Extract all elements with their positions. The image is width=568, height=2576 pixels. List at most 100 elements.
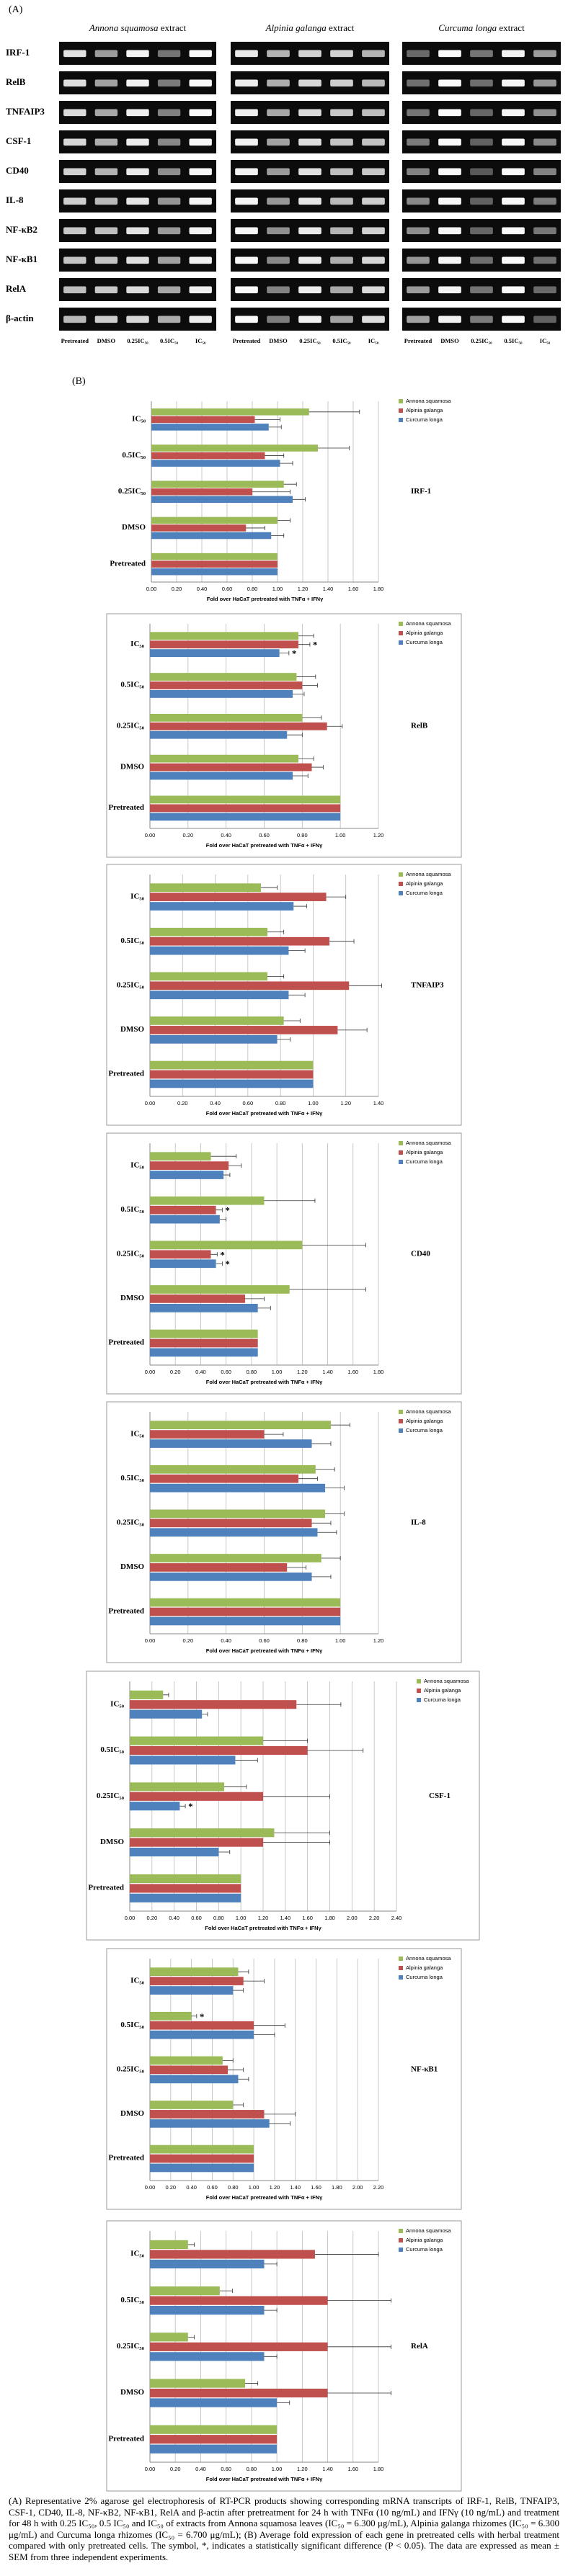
legend-label: Alpinia galanga [424, 1687, 461, 1694]
error-bar [210, 1252, 218, 1257]
category-label: Pretreated [108, 1070, 144, 1078]
error-bar [287, 1565, 307, 1570]
error-bar [283, 482, 297, 487]
lane-label: IC₅₀ [540, 337, 551, 344]
x-tick-label: 1.00 [236, 1915, 247, 1921]
bar [150, 730, 288, 739]
gel-band [157, 79, 181, 87]
gel-band [63, 138, 86, 146]
category-label: DMSO [120, 2109, 144, 2118]
gel-band [407, 286, 430, 294]
gel-band [126, 50, 149, 58]
error-bar [245, 1296, 265, 1301]
x-tick-label: 1.80 [373, 586, 384, 592]
gel-band [157, 138, 181, 146]
category-label: IC₅₀ [110, 1699, 125, 1708]
gel-band [502, 50, 525, 58]
bar [150, 2240, 188, 2250]
gel-band [362, 316, 385, 323]
gel-band [157, 256, 181, 264]
bar [150, 1016, 284, 1025]
error-bar [329, 939, 355, 944]
x-tick-label: 0.80 [228, 2184, 239, 2191]
error-bar [216, 1207, 223, 1212]
bar [150, 990, 289, 1000]
error-bar [257, 1305, 271, 1310]
bar [150, 1430, 265, 1439]
chart-frame [106, 613, 462, 858]
gel-band [189, 227, 212, 235]
gel-band [470, 197, 493, 205]
error-bar [267, 929, 285, 934]
lane-label: 0.25IC₅₀ [299, 337, 321, 344]
category-label: 0.25IC₅₀ [117, 2342, 145, 2351]
gene-title: RelB [411, 722, 428, 730]
category-label: Pretreated [108, 2154, 144, 2163]
x-tick-label: 1.00 [272, 2466, 283, 2472]
gel-band [235, 286, 258, 294]
bar [150, 1026, 338, 1034]
bar [150, 1977, 244, 1985]
legend-label: Curcuma longa [406, 1974, 443, 1980]
error-bar [280, 461, 293, 466]
x-tick-label: 0.40 [186, 2184, 197, 2191]
gel-band [63, 227, 86, 235]
x-tick-label: 2.00 [347, 1915, 358, 1921]
bar [150, 1474, 299, 1483]
error-bar [311, 765, 324, 770]
significance-mark: * [220, 1249, 225, 1260]
x-axis-label: Fold over HaCaT pretreated with TNFα + I… [206, 842, 323, 849]
bar [130, 1700, 297, 1709]
gel-band [235, 50, 258, 58]
bar [150, 893, 327, 901]
panel-label: (A) [9, 4, 23, 15]
panel-label: (B) [72, 376, 86, 387]
gel-band [298, 227, 321, 235]
gel-band [362, 256, 385, 264]
significance-mark: * [188, 1801, 193, 1812]
bar [150, 2030, 254, 2039]
error-bar [321, 1555, 341, 1560]
bar [130, 1782, 225, 1792]
figure: (A) Annona squamosa extract Pretreated DMSO… [6, 4, 561, 2492]
gel-band [94, 316, 118, 323]
gel-band [470, 316, 493, 323]
error-bar [265, 453, 285, 458]
x-tick-label: 0.80 [247, 1369, 257, 1375]
legend-swatch [399, 2248, 403, 2252]
gene-label: β-actin [6, 313, 34, 323]
error-bar [327, 2391, 392, 2396]
legend-label: Curcuma longa [406, 1158, 443, 1165]
bar [150, 902, 294, 911]
bar [150, 763, 312, 772]
category-label: IC₅₀ [132, 415, 146, 424]
gel-band [407, 79, 430, 87]
gel-band [407, 109, 430, 117]
error-bar [271, 533, 285, 538]
gel-band [94, 138, 118, 146]
bar [130, 1802, 180, 1811]
legend-label: Annona squamosa [424, 1678, 469, 1684]
gel-band [330, 168, 353, 176]
lane-label: 0.5IC₅₀ [332, 337, 351, 344]
gel-band [235, 227, 258, 235]
gel-band [63, 316, 86, 323]
legend-label: Curcuma longa [406, 2246, 443, 2253]
bar [130, 1736, 263, 1745]
bar [150, 2296, 328, 2305]
gel-band [502, 79, 525, 87]
gene-label: CSF-1 [6, 135, 31, 146]
extract-title: Annona squamosa extract [89, 22, 187, 33]
legend-swatch [417, 1689, 421, 1693]
bar [150, 2021, 254, 2030]
gel-band [235, 109, 258, 117]
error-bar [274, 1830, 330, 1835]
legend-label: Alpinia galanga [406, 1964, 443, 1971]
category-label: 0.5IC₅₀ [122, 451, 146, 460]
gel-band [235, 197, 258, 205]
error-bar [309, 409, 360, 414]
category-label: 0.5IC₅₀ [120, 936, 144, 945]
gel-band [157, 168, 181, 176]
gene-title: NF-κB1 [411, 2065, 438, 2074]
gel-band [189, 79, 212, 87]
